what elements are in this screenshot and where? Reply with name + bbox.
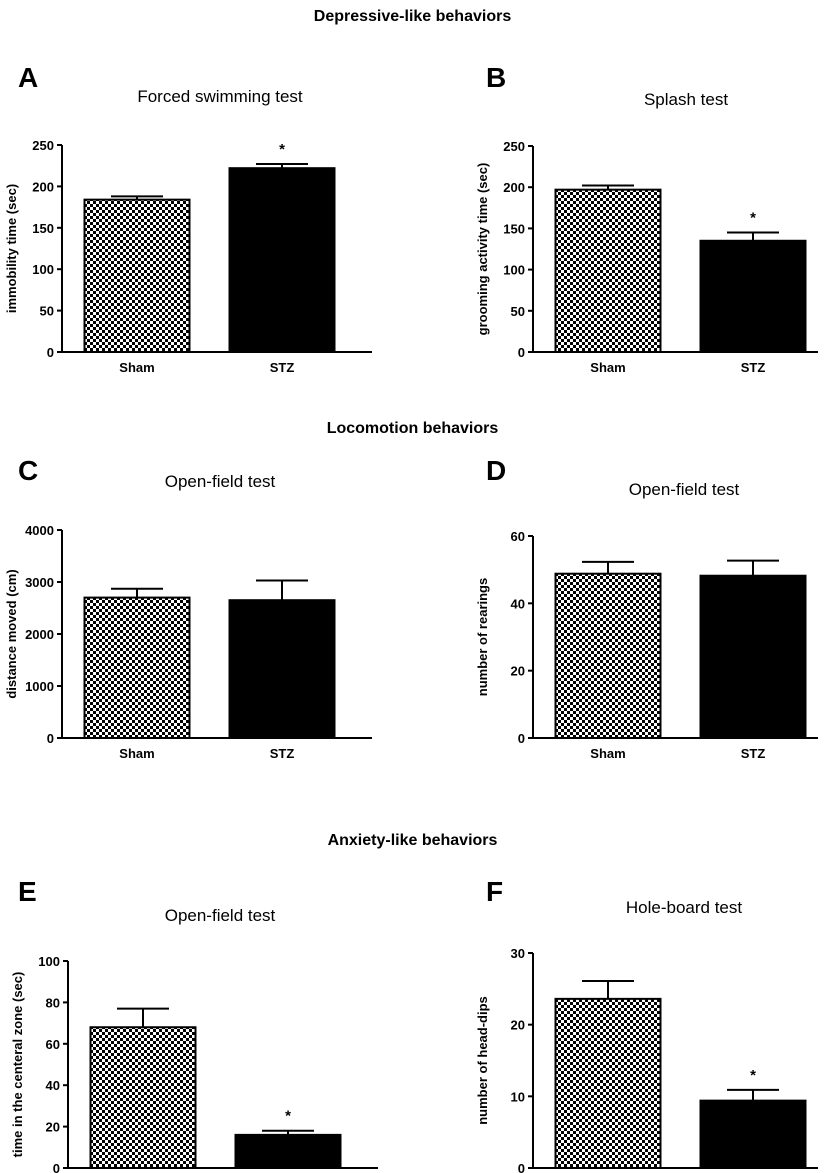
y-tick-label: 250 [32,138,54,153]
y-axis-label: number of rearings [475,578,490,696]
y-tick-label: 0 [47,345,54,360]
y-tick-label: 50 [511,304,525,319]
section-title-locomotion: Locomotion behaviors [326,420,499,437]
y-tick-label: 2000 [25,627,54,642]
x-tick-label: Sham [119,360,154,375]
y-tick-label: 4000 [25,523,54,538]
x-tick-label: Sham [590,360,625,375]
bar-sham [554,188,662,353]
y-tick-label: 0 [518,1161,525,1173]
bar-stz [699,574,807,740]
y-tick-label: 100 [503,263,525,278]
x-tick-label: STZ [741,360,766,375]
y-tick-label: 60 [46,1037,60,1052]
y-tick-label: 1000 [25,679,54,694]
y-tick-label: 20 [511,664,525,679]
y-tick-label: 40 [46,1078,60,1093]
y-tick-label: 20 [511,1018,525,1033]
chart-title-a: Forced swimming test [137,87,303,106]
bar-sham [554,997,662,1169]
chart-title-e: Open-field test [164,906,276,925]
panel-letter-b: B [486,62,507,93]
chart-title-f: Hole-board test [625,898,743,917]
y-tick-label: 0 [53,1161,60,1173]
panel-letter-d: D [486,455,507,486]
y-axis-label: grooming activity time (sec) [475,163,490,336]
y-tick-label: 50 [40,304,54,319]
panel-letter-e: E [18,876,37,907]
y-tick-label: 40 [511,596,525,611]
y-tick-label: 0 [47,731,54,746]
bar-stz [699,239,807,353]
y-tick-label: 200 [32,179,54,194]
y-axis-label: distance moved (cm) [4,569,19,698]
bar-sham [554,572,662,739]
chart-title-d: Open-field test [628,480,740,499]
bar-sham [83,596,191,739]
y-tick-label: 250 [503,139,525,154]
bar-stz [228,599,336,740]
y-tick-label: 100 [38,954,60,969]
chart-title-b: Splash test [643,90,729,109]
y-tick-label: 150 [32,221,54,236]
panel-letter-f: F [486,876,504,907]
significance-marker: * [750,1067,756,1084]
y-axis-label: immobility time (sec) [4,184,19,313]
significance-marker: * [285,1108,291,1125]
y-tick-label: 80 [46,995,60,1010]
bar-stz [228,167,336,353]
y-tick-label: 30 [511,946,525,961]
y-tick-label: 60 [511,529,525,544]
significance-marker: * [279,141,285,158]
x-tick-label: STZ [270,360,295,375]
chart-title-c: Open-field test [164,472,276,491]
x-tick-label: STZ [270,746,295,761]
y-tick-label: 20 [46,1120,60,1135]
panel-letter-a: A [18,62,39,93]
y-axis-label: number of head-dips [475,996,490,1125]
significance-marker: * [750,210,756,227]
panel-letter-c: C [18,455,39,486]
section-title-depressive: Depressive-like behaviors [313,8,512,25]
x-tick-label: Sham [590,746,625,761]
x-tick-label: Sham [119,746,154,761]
x-tick-label: STZ [741,746,766,761]
y-tick-label: 200 [503,180,525,195]
bar-stz [699,1099,807,1169]
y-tick-label: 3000 [25,575,54,590]
bar-sham [89,1026,197,1169]
y-tick-label: 0 [518,731,525,746]
y-tick-label: 10 [511,1089,525,1104]
y-axis-label: time in the centeral zone (sec) [10,972,25,1158]
y-tick-label: 150 [503,221,525,236]
y-tick-label: 0 [518,345,525,360]
section-title-anxiety: Anxiety-like behaviors [327,832,498,849]
y-tick-label: 100 [32,262,54,277]
